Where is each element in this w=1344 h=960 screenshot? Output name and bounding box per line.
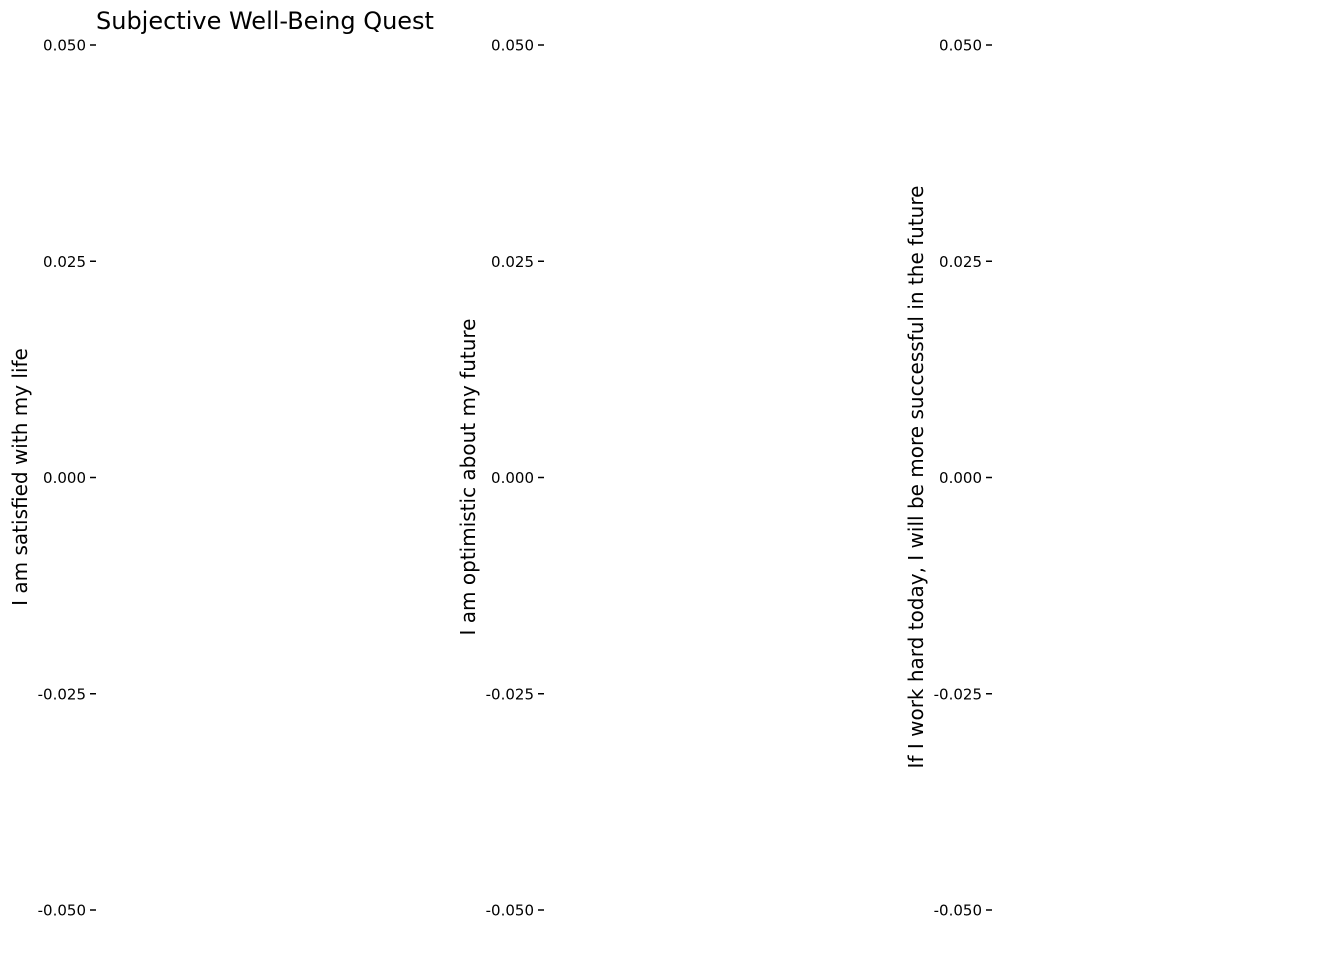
y-tick-label: -0.025	[486, 685, 534, 703]
panel-3: 0.050 0.025 0.000 -0.025 -0.050 If I work ha…	[904, 37, 992, 920]
y-tick-label: 0.000	[491, 469, 534, 487]
y-tick-label: 0.050	[491, 37, 534, 55]
y-tick-label: 0.050	[43, 37, 86, 55]
y-tick-label: 0.000	[43, 469, 86, 487]
y-tick-label: -0.050	[38, 902, 86, 920]
y-tick-label: 0.025	[939, 253, 982, 271]
y-tick-label: 0.050	[939, 37, 982, 55]
y-axis: 0.050 0.025 0.000 -0.025 -0.050	[486, 37, 544, 920]
y-axis-label: I am optimistic about my future	[456, 319, 480, 636]
panel-1: 0.050 0.025 0.000 -0.025 -0.050 I am satisfi…	[8, 37, 96, 920]
y-axis-label: If I work hard today, I will be more suc…	[904, 186, 928, 769]
y-axis-label: I am satisfied with my life	[8, 348, 32, 606]
y-tick-label: -0.025	[934, 685, 982, 703]
y-tick-label: 0.025	[491, 253, 534, 271]
y-tick-label: 0.025	[43, 253, 86, 271]
y-tick-label: -0.050	[486, 902, 534, 920]
panel-2: 0.050 0.025 0.000 -0.025 -0.050 I am optimis…	[456, 37, 544, 920]
y-axis: 0.050 0.025 0.000 -0.025 -0.050	[38, 37, 96, 920]
figure-title: Subjective Well-Being Quest	[96, 7, 434, 35]
y-tick-label: 0.000	[939, 469, 982, 487]
y-axis: 0.050 0.025 0.000 -0.025 -0.050	[934, 37, 992, 920]
y-tick-label: -0.050	[934, 902, 982, 920]
y-tick-label: -0.025	[38, 685, 86, 703]
